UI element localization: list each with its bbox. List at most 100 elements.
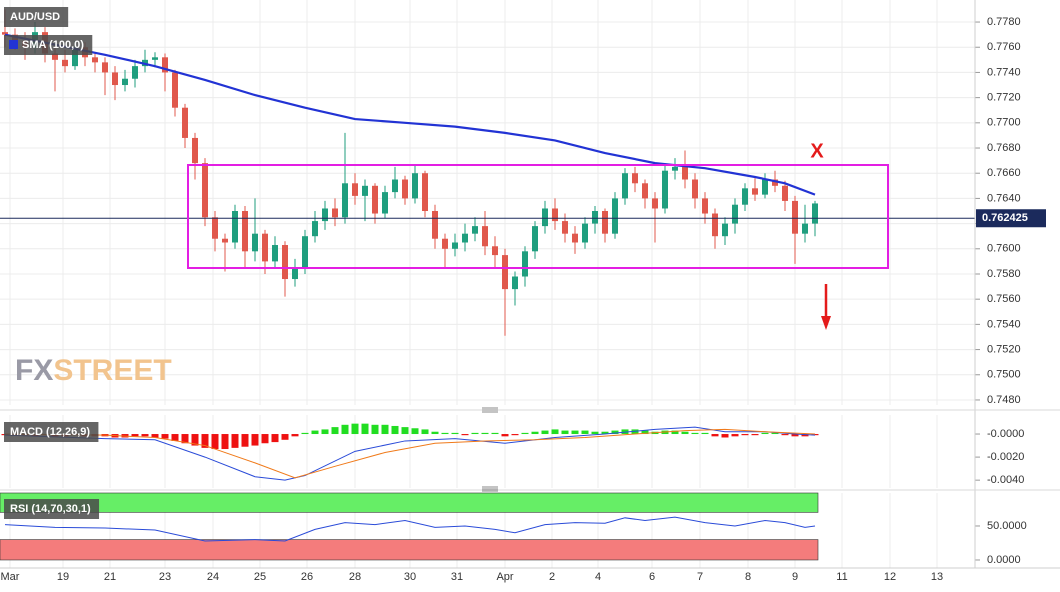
- candle-body: [52, 53, 58, 60]
- panel-title: AUD/USD: [10, 11, 60, 23]
- candle-body: [812, 203, 818, 224]
- overbought-band: [0, 492, 819, 513]
- candle-body: [782, 185, 788, 201]
- sma-line: [4, 33, 816, 196]
- macd-histogram-bar: [581, 430, 589, 435]
- candle-body: [292, 267, 298, 280]
- candle-body: [342, 183, 348, 218]
- candle-body: [632, 173, 638, 184]
- candle-body: [572, 233, 578, 243]
- macd-histogram-bar: [151, 434, 159, 438]
- macd-histogram-bar: [751, 434, 759, 436]
- macd-histogram-bar: [301, 432, 309, 435]
- watermark-fx: FX: [15, 354, 53, 387]
- y-tick-label: 0.7720: [987, 92, 1021, 104]
- candle-body: [352, 183, 358, 196]
- macd-histogram-bar: [171, 434, 179, 441]
- macd-histogram-bar: [531, 431, 539, 435]
- arrow-head: [821, 316, 831, 330]
- y-tick-label: 0.7500: [987, 369, 1021, 381]
- label-box: [4, 7, 69, 27]
- y-tick-label: 0.7660: [987, 167, 1021, 179]
- rsi-line: [4, 516, 816, 542]
- x-tick-label: 26: [301, 571, 313, 583]
- x-tick-label: 7: [697, 571, 703, 583]
- y-tick-label: 0.7560: [987, 293, 1021, 305]
- x-tick-label: 4: [595, 571, 601, 583]
- candle-body: [392, 179, 398, 193]
- macd-histogram-bar: [741, 434, 749, 436]
- macd-histogram-bar: [601, 431, 609, 435]
- y-tick-label: 0.7480: [987, 394, 1021, 406]
- candle-body: [182, 107, 188, 138]
- macd-histogram-bar: [371, 424, 379, 435]
- candle-body: [742, 188, 748, 205]
- macd-histogram-bar: [691, 432, 699, 435]
- candle-body: [592, 211, 598, 224]
- macd-histogram-bar: [131, 434, 139, 437]
- label-box: [4, 35, 93, 55]
- y-tick-label: 0.7760: [987, 41, 1021, 53]
- x-tick-label: 19: [57, 571, 69, 583]
- macd-histogram-bar: [211, 434, 219, 450]
- macd-histogram-bar: [381, 424, 389, 435]
- macd-histogram-bar: [281, 434, 289, 440]
- candle-body: [222, 238, 228, 243]
- macd-histogram-bar: [421, 429, 429, 435]
- resize-handle[interactable]: [482, 486, 498, 492]
- x-tick-label: 30: [404, 571, 416, 583]
- candle-body: [672, 166, 678, 171]
- candle-body: [732, 204, 738, 224]
- macd-histogram-bar: [391, 425, 399, 435]
- candle-body: [192, 137, 198, 164]
- macd-histogram-bar: [221, 434, 229, 450]
- panel-title: RSI (14,70,30,1): [10, 503, 91, 515]
- x-tick-label: 21: [104, 571, 116, 583]
- x-tick-label: Mar: [1, 571, 20, 583]
- macd-histogram-bar: [231, 434, 239, 448]
- resize-handle[interactable]: [482, 407, 498, 413]
- x-tick-label: Apr: [496, 571, 513, 583]
- macd-histogram-bar: [251, 434, 259, 446]
- candle-body: [612, 198, 618, 234]
- candle-body: [772, 179, 778, 186]
- watermark: FXSTREET: [15, 354, 172, 387]
- macd-histogram-bar: [181, 434, 189, 444]
- macd-histogram-bar: [771, 432, 779, 435]
- candle-body: [252, 233, 258, 252]
- macd-histogram-bar: [681, 431, 689, 435]
- candle-body: [642, 183, 648, 199]
- macd-histogram-bar: [441, 432, 449, 435]
- x-tick-label: 12: [884, 571, 896, 583]
- macd-histogram-bar: [591, 431, 599, 435]
- y-tick-label: -0.0000: [987, 428, 1024, 440]
- candle-body: [522, 251, 528, 277]
- last-price-box: [976, 209, 1046, 228]
- candle-body: [662, 170, 668, 209]
- candle-body: [402, 179, 408, 199]
- annotation: X: [810, 140, 824, 162]
- macd-histogram-bar: [571, 430, 579, 435]
- macd-histogram-bar: [361, 423, 369, 435]
- macd-histogram-bar: [461, 434, 469, 436]
- candle-body: [122, 78, 128, 86]
- macd-line: [4, 426, 816, 481]
- candle-body: [262, 233, 268, 262]
- macd-histogram-bar: [761, 432, 769, 435]
- y-tick-label: 0.7780: [987, 16, 1021, 28]
- y-tick-label: -0.0020: [987, 451, 1024, 463]
- candle-body: [172, 72, 178, 108]
- y-tick-label: 0.7680: [987, 142, 1021, 154]
- candle-body: [492, 246, 498, 256]
- candle-body: [682, 166, 688, 180]
- macd-histogram-bar: [731, 434, 739, 437]
- candle-body: [482, 226, 488, 247]
- macd-histogram-bar: [341, 424, 349, 435]
- macd-histogram-bar: [311, 430, 319, 435]
- candle-body: [542, 208, 548, 227]
- candle-body: [102, 62, 108, 73]
- candle-body: [372, 185, 378, 214]
- macd-histogram-bar: [451, 432, 459, 435]
- macd-histogram-bar: [401, 427, 409, 435]
